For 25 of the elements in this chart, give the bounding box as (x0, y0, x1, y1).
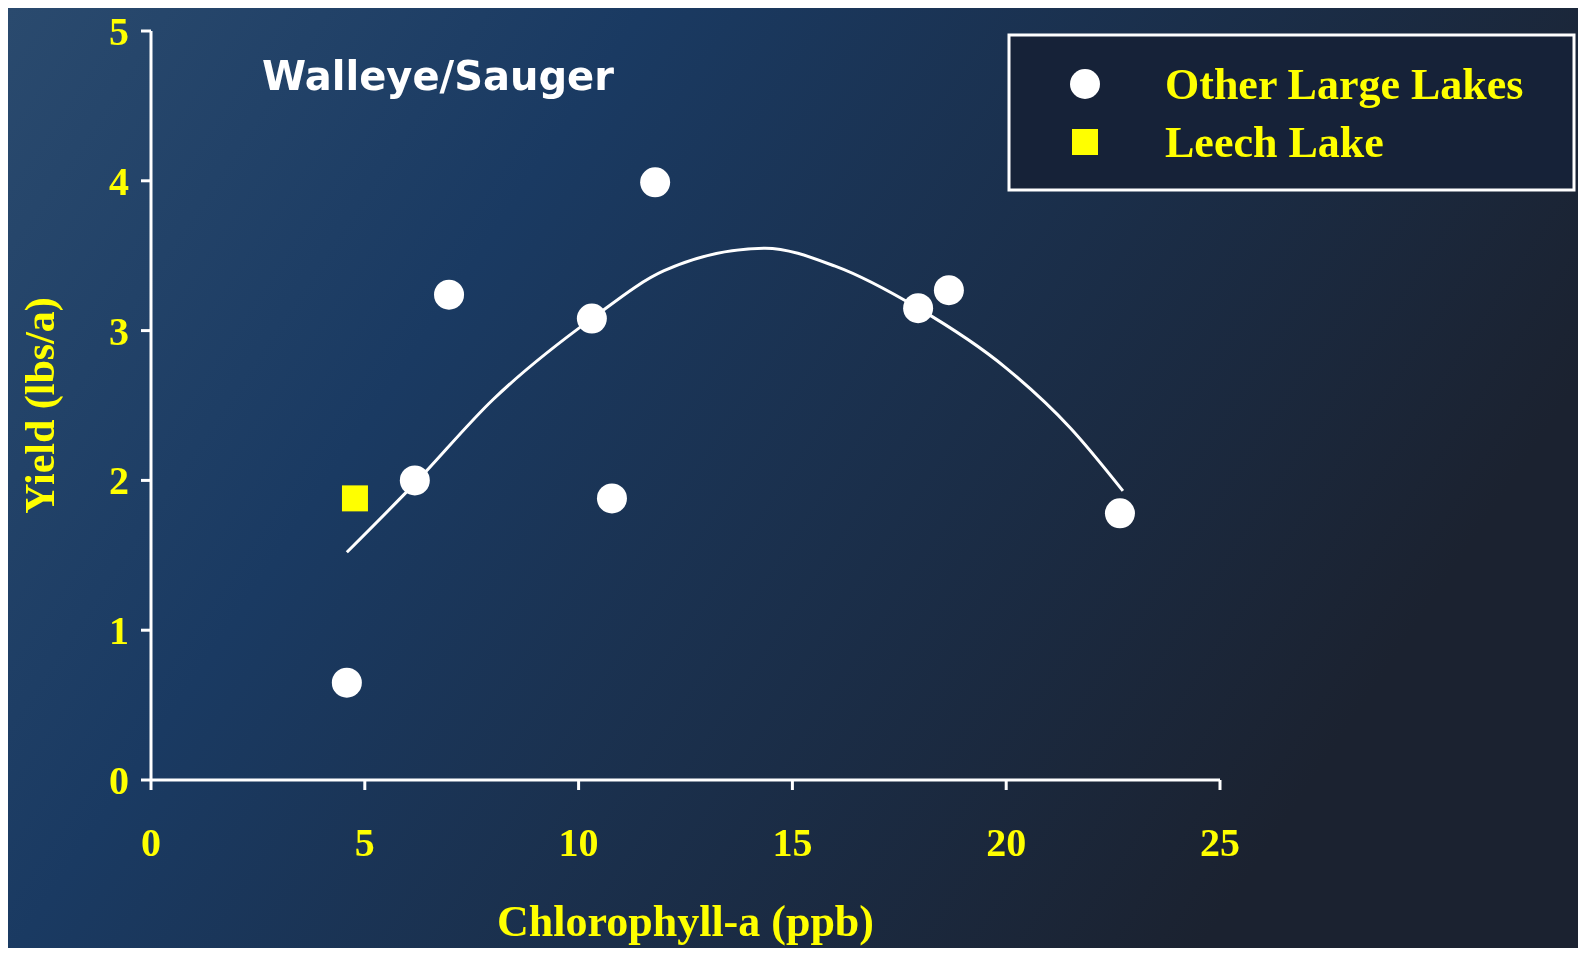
y-tick-label: 4 (109, 158, 129, 204)
point (640, 167, 671, 198)
y-tick-label: 5 (109, 9, 129, 54)
text: Walleye/Sauger (262, 53, 615, 99)
legend-label: Other Large Lakes (1165, 60, 1524, 109)
y-tick-label: 3 (109, 308, 129, 354)
point (596, 483, 627, 514)
point (933, 275, 964, 306)
x-tick-label: 25 (1200, 820, 1240, 865)
x-tick-label: 20 (986, 820, 1027, 865)
point (1104, 498, 1135, 529)
y-axis-title: Yield (lbs/a) (17, 297, 64, 514)
x-tick-label: 15 (772, 820, 813, 865)
x-tick-label: 10 (558, 820, 599, 865)
line-series (345, 246, 1125, 554)
point (341, 485, 368, 512)
x-tick-label: 5 (354, 820, 375, 865)
point (331, 667, 362, 698)
legend-label: Leech Lake (1165, 118, 1384, 167)
y-tick-label: 2 (109, 458, 129, 504)
x-tick-label: 0 (141, 820, 161, 865)
point (434, 279, 465, 310)
y-tick-label: 0 (109, 758, 129, 803)
x-axis-title: Chlorophyll-a (ppb) (497, 897, 874, 946)
y-tick-label: 1 (109, 608, 129, 654)
